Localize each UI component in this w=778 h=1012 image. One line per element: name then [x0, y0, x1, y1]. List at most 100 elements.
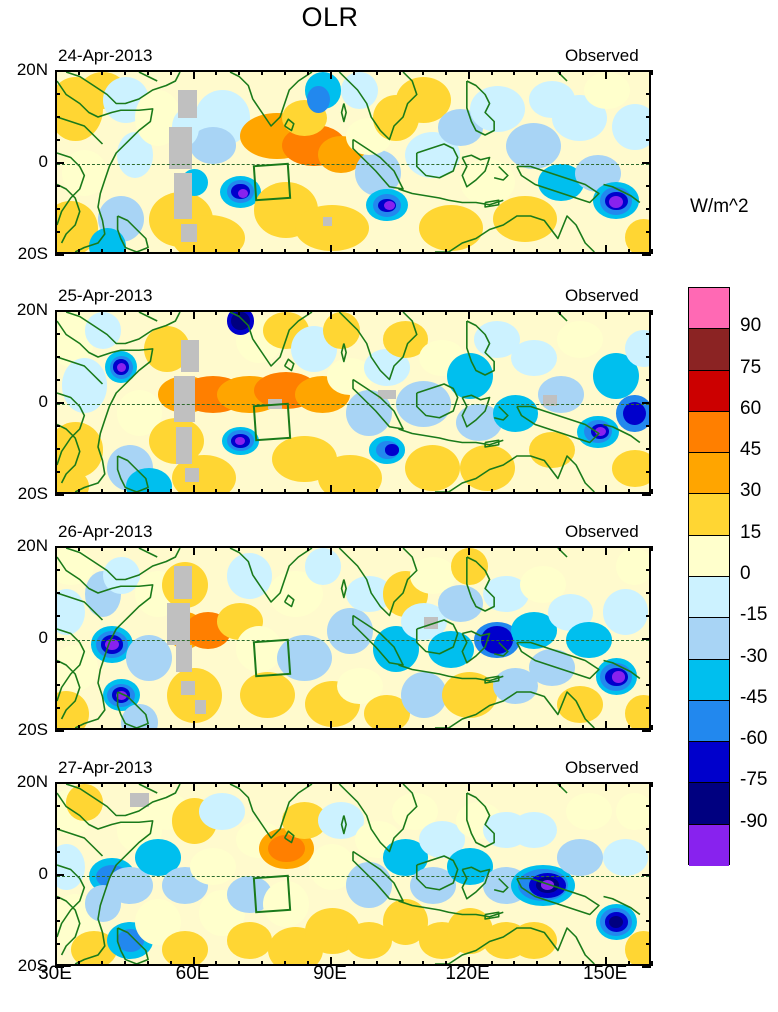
x-axis-tick — [605, 70, 608, 79]
y-axis-tick — [646, 231, 651, 233]
contour-blob — [540, 880, 555, 891]
x-axis-tick — [444, 489, 447, 494]
y-axis-tick — [642, 546, 651, 548]
contour-blob — [304, 548, 342, 585]
y-axis-tick — [55, 730, 64, 732]
panel-source-label: Observed — [565, 286, 639, 305]
coastline — [340, 343, 347, 363]
figure-title: OLR — [301, 2, 359, 32]
contour-blob — [529, 431, 576, 469]
x-axis-tick — [55, 485, 57, 494]
x-axis-tick — [559, 249, 562, 254]
x-axis-tick — [582, 70, 585, 75]
x-axis-tick — [490, 489, 493, 494]
study-region-box — [252, 402, 292, 442]
coastline — [461, 154, 491, 188]
x-axis-tick — [238, 249, 241, 254]
colorbar-segment[interactable] — [689, 535, 729, 577]
x-axis-tick — [307, 782, 310, 787]
colorbar-segment[interactable] — [689, 824, 729, 866]
x-axis-tick — [192, 310, 195, 319]
x-axis-tick — [169, 961, 172, 966]
coastline — [57, 592, 104, 621]
x-axis-tick — [330, 957, 333, 966]
x-axis-tick — [100, 489, 103, 494]
map-panel[interactable] — [55, 70, 651, 254]
x-axis-tick — [467, 957, 470, 966]
coastline — [493, 405, 509, 421]
panel-source-label: Observed — [565, 758, 639, 777]
colorbar-segment[interactable] — [689, 494, 729, 536]
panel-source-label: Observed — [565, 46, 639, 65]
colorbar-segment[interactable] — [689, 288, 729, 330]
coastline — [603, 895, 641, 916]
x-axis-tick — [651, 489, 653, 494]
x-axis-tick — [307, 310, 310, 315]
contour-blob — [105, 639, 119, 651]
y-axis-tick — [646, 185, 651, 187]
colorbar-segment[interactable] — [689, 370, 729, 412]
x-axis-tick — [100, 546, 103, 551]
contour-blob — [384, 444, 399, 456]
x-axis-tick — [536, 725, 539, 730]
contour-blob — [492, 196, 557, 243]
y-axis-tick — [55, 494, 64, 496]
x-axis-tick — [444, 961, 447, 966]
y-axis-tick-label: 20S — [17, 720, 48, 739]
x-axis-tick — [307, 546, 310, 551]
colorbar-segment[interactable] — [689, 700, 729, 743]
x-axis-tick — [330, 310, 333, 319]
y-axis-tick — [55, 70, 64, 72]
y-axis-tick — [55, 920, 60, 922]
x-axis-tick — [284, 310, 287, 315]
map-panel[interactable] — [55, 782, 651, 966]
map-panel[interactable] — [55, 310, 651, 494]
coastline-overlay — [57, 72, 649, 252]
colorbar-segment[interactable] — [689, 329, 729, 371]
colorbar-segment[interactable] — [689, 453, 729, 495]
coastline — [466, 556, 495, 612]
y-axis-tick — [642, 310, 651, 312]
colorbar-segment[interactable] — [689, 576, 729, 619]
x-axis-tick — [77, 961, 80, 966]
coastline-overlay — [57, 312, 649, 492]
x-axis-tick — [398, 70, 401, 75]
coastline — [57, 183, 81, 244]
x-axis-tick — [513, 489, 516, 494]
colorbar-tick-label: -75 — [740, 769, 768, 791]
x-axis-tick — [651, 70, 653, 75]
contour-blob — [611, 670, 626, 683]
contour-blob — [437, 584, 484, 622]
colorbar-segment[interactable] — [689, 742, 729, 784]
contour-blob — [235, 436, 246, 445]
x-axis-tick — [375, 310, 378, 315]
x-axis-tick — [353, 725, 355, 730]
y-axis-tick — [55, 356, 60, 358]
y-axis-tick — [646, 943, 651, 945]
y-axis-tick — [55, 231, 60, 233]
x-axis-tick — [559, 489, 562, 494]
x-axis-tick — [100, 249, 103, 254]
y-axis-tick — [646, 356, 651, 358]
x-axis-tick — [582, 961, 585, 966]
colorbar[interactable] — [688, 287, 730, 866]
colorbar-segment[interactable] — [689, 659, 729, 701]
x-axis-tick — [536, 782, 539, 787]
colorbar-segment[interactable] — [689, 411, 729, 454]
x-axis-tick — [467, 245, 470, 254]
y-axis-tick — [646, 425, 651, 427]
x-axis-tick — [421, 725, 424, 730]
y-axis-tick-label: 0 — [38, 864, 48, 883]
colorbar-units-label: W/m^2 — [690, 196, 749, 217]
x-axis-tick — [651, 546, 653, 551]
colorbar-segment[interactable] — [689, 618, 729, 660]
contour-blob — [625, 219, 649, 252]
colorbar-segment[interactable] — [689, 783, 729, 825]
map-panel[interactable] — [55, 546, 651, 730]
x-axis-tick — [490, 546, 493, 551]
x-axis-tick — [192, 782, 195, 791]
contour-blob — [226, 922, 273, 959]
y-axis-tick-label: 0 — [38, 152, 48, 171]
y-axis-tick — [55, 254, 64, 256]
y-axis-tick — [55, 805, 60, 807]
